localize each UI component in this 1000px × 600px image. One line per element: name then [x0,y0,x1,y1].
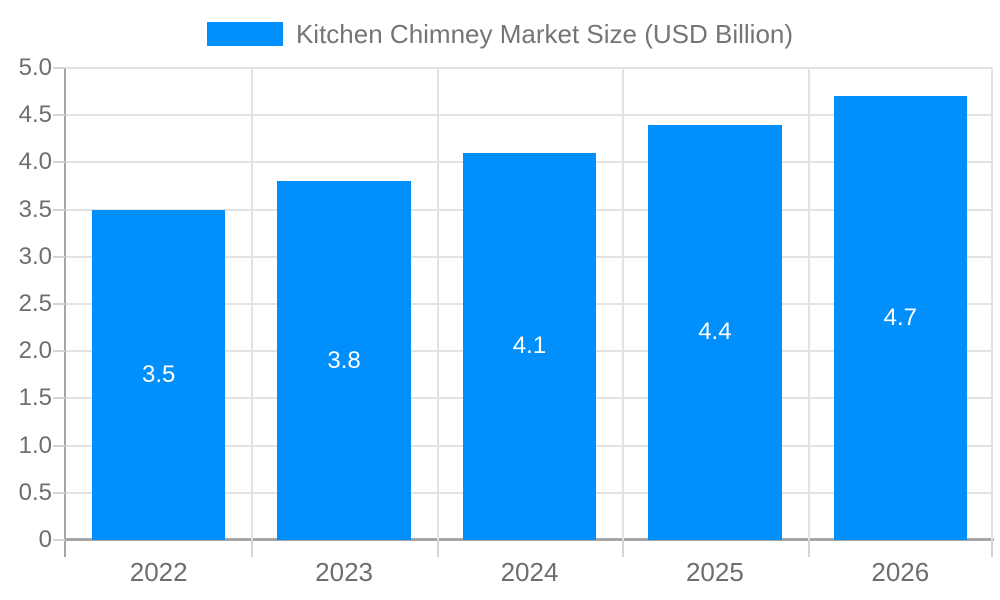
bar[interactable]: 4.4 [648,124,782,540]
x-tick-label: 2024 [500,557,559,587]
y-axis-line [64,68,66,557]
y-axis-tick [53,208,65,211]
y-axis-tick [53,350,65,353]
y-tick-label: 1.5 [18,384,52,412]
y-axis-tick [53,539,65,541]
y-axis-tick [53,161,65,164]
bar-value-label: 3.5 [142,360,176,388]
y-tick-label: 3.5 [18,195,52,223]
x-axis-tick [622,540,625,557]
bar-value-label: 4.1 [512,332,547,360]
gridline-vertical [622,68,625,540]
gridline-vertical [251,68,254,540]
x-tick-label: 2022 [129,557,188,587]
y-axis-tick [53,444,65,447]
y-axis-tick [53,397,65,400]
y-tick-label: 3.0 [18,242,52,270]
y-tick-label: 0 [38,526,52,553]
bar[interactable]: 4.7 [833,96,968,540]
plot-area: 3.5 3.8 4.1 4.4 4.7 [66,67,993,540]
x-tick-label: 2025 [685,557,744,587]
y-axis-tick [53,114,65,117]
gridline-horizontal [66,67,993,69]
legend-label: Kitchen Chimney Market Size (USD Billion… [295,19,794,49]
y-tick-label: 2.0 [18,337,52,365]
y-axis-tick [53,255,65,258]
y-axis-tick [53,67,65,69]
x-axis-tick [436,540,439,557]
y-tick-label: 4.5 [18,101,52,129]
y-tick-label: 2.5 [18,290,52,317]
legend-marker [206,22,283,46]
x-axis-tick [807,540,810,557]
y-axis-tick [53,303,65,305]
bar-value-label: 4.4 [698,318,732,346]
gridline-vertical [807,68,810,540]
gridline-horizontal [66,114,993,117]
y-tick-label: 4.0 [18,148,52,176]
y-axis-tick [53,491,65,494]
bar[interactable]: 3.5 [91,209,226,540]
legend-item[interactable]: Kitchen Chimney Market Size (USD Billion… [0,16,1000,52]
x-axis-tick [251,540,254,557]
x-tick-label: 2023 [315,557,374,587]
gridline-vertical [436,68,439,540]
bar[interactable]: 3.8 [277,181,411,540]
y-tick-label: 0.5 [18,478,52,506]
x-tick-label: 2026 [871,557,930,587]
gridline-vertical [991,68,993,540]
bar-value-label: 3.8 [327,346,361,374]
bar[interactable]: 4.1 [462,152,597,540]
bar-value-label: 4.7 [883,304,917,332]
y-tick-label: 5.0 [18,54,52,81]
x-axis-tick [991,540,993,557]
y-tick-label: 1.0 [18,431,52,459]
